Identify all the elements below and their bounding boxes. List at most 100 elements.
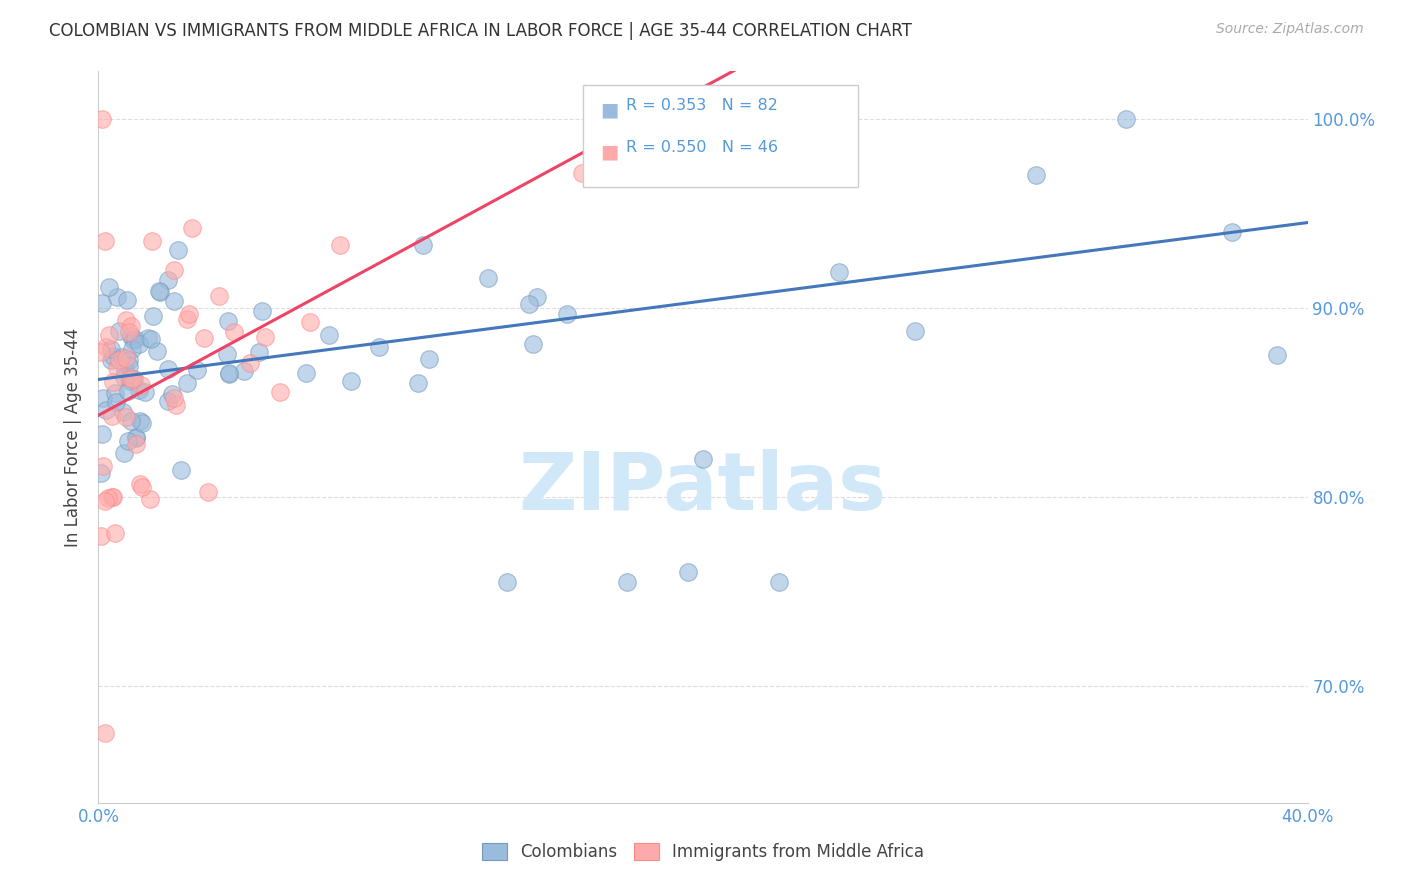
Point: [118, 359, 141, 373]
Point: [100, 490, 122, 504]
Point: [105, 361, 128, 376]
Point: [181, 220, 204, 235]
Point: [208, 289, 231, 303]
Point: [131, 416, 153, 430]
Point: [139, 332, 162, 346]
Point: [108, 324, 131, 338]
Point: [111, 350, 134, 364]
Point: [121, 333, 143, 347]
Point: [94, 726, 117, 740]
Point: [101, 375, 124, 389]
Point: [768, 574, 790, 589]
Point: [163, 262, 186, 277]
Point: [104, 525, 127, 540]
Point: [90, 112, 112, 126]
Point: [104, 386, 127, 401]
Point: [91, 427, 114, 442]
Point: [121, 343, 143, 357]
Point: [100, 353, 122, 368]
Point: [217, 347, 239, 361]
Point: [96, 340, 118, 354]
Point: [118, 374, 141, 388]
Point: [1267, 348, 1289, 362]
Point: [1220, 225, 1243, 239]
Point: [112, 445, 135, 459]
Text: COLOMBIAN VS IMMIGRANTS FROM MIDDLE AFRICA IN LABOR FORCE | AGE 35-44 CORRELATIO: COLOMBIAN VS IMMIGRANTS FROM MIDDLE AFRI…: [49, 22, 912, 40]
Point: [217, 314, 239, 328]
Point: [197, 484, 219, 499]
Point: [117, 434, 139, 448]
Point: [167, 243, 190, 257]
Point: [1024, 169, 1046, 183]
Point: [157, 273, 180, 287]
Point: [186, 362, 208, 376]
Point: [98, 280, 121, 294]
Point: [163, 392, 186, 406]
Point: [90, 466, 112, 480]
Point: [114, 351, 136, 366]
Point: [148, 284, 170, 298]
Point: [142, 310, 165, 324]
Point: [179, 307, 201, 321]
Point: [114, 313, 136, 327]
Point: [156, 362, 179, 376]
Text: R = 0.353   N = 82: R = 0.353 N = 82: [626, 98, 778, 113]
Y-axis label: In Labor Force | Age 35-44: In Labor Force | Age 35-44: [65, 327, 83, 547]
Point: [125, 430, 148, 444]
Point: [904, 324, 927, 338]
Point: [131, 480, 153, 494]
Point: [145, 344, 167, 359]
Point: [101, 409, 124, 424]
Point: [100, 342, 122, 356]
Point: [138, 331, 160, 345]
Point: [412, 237, 434, 252]
Point: [114, 363, 136, 377]
Point: [176, 312, 198, 326]
Text: R = 0.550   N = 46: R = 0.550 N = 46: [626, 140, 778, 155]
Point: [91, 296, 114, 310]
Point: [156, 393, 179, 408]
Point: [295, 366, 318, 380]
Point: [218, 367, 240, 381]
Text: ■: ■: [600, 101, 619, 120]
Point: [101, 349, 124, 363]
Point: [118, 352, 141, 367]
Point: [418, 352, 440, 367]
Point: [117, 293, 139, 308]
Point: [269, 385, 291, 400]
Point: [1115, 112, 1137, 126]
Point: [128, 337, 150, 351]
Point: [218, 366, 240, 380]
Point: [692, 451, 714, 466]
Point: [122, 372, 145, 386]
Point: [828, 265, 851, 279]
Point: [517, 297, 540, 311]
Point: [108, 352, 131, 367]
Text: ■: ■: [600, 143, 619, 161]
Point: [129, 377, 152, 392]
Point: [299, 314, 322, 328]
Point: [128, 383, 150, 397]
Point: [555, 307, 578, 321]
Point: [329, 238, 352, 252]
Point: [118, 325, 141, 339]
Point: [676, 565, 699, 579]
Point: [193, 331, 215, 345]
Point: [318, 327, 340, 342]
Point: [112, 405, 135, 419]
Point: [120, 414, 142, 428]
Point: [115, 410, 138, 425]
Point: [165, 398, 187, 412]
Point: [134, 384, 156, 399]
Point: [91, 459, 114, 474]
Point: [124, 332, 146, 346]
Point: [91, 392, 114, 406]
Point: [495, 574, 517, 589]
Point: [526, 290, 548, 304]
Legend: Colombians, Immigrants from Middle Africa: Colombians, Immigrants from Middle Afric…: [475, 836, 931, 868]
Point: [149, 285, 172, 300]
Point: [96, 402, 118, 417]
Point: [239, 356, 262, 370]
Point: [97, 491, 120, 505]
Point: [125, 431, 148, 445]
